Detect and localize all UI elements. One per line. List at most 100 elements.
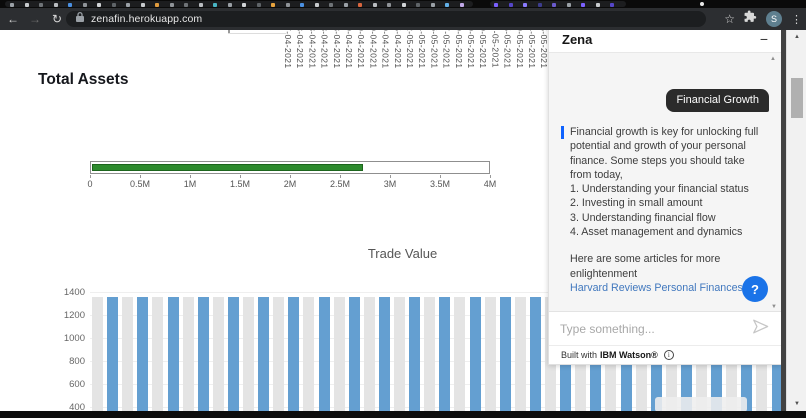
minimize-icon[interactable]: − xyxy=(759,31,768,47)
tab-favicon[interactable] xyxy=(581,2,585,7)
tab-favicon[interactable] xyxy=(523,2,527,7)
chat-scroll-down-icon[interactable]: ▼ xyxy=(771,304,777,310)
date-axis-label: 09-05-2021 xyxy=(453,30,464,69)
forward-icon[interactable]: → xyxy=(29,12,41,26)
gauge-tick xyxy=(140,175,141,178)
tab-favicon[interactable] xyxy=(24,2,29,7)
zena-chat-panel: Zena − ▲ Financial Growth Financial grow… xyxy=(548,25,782,365)
scrollbar-thumb[interactable] xyxy=(791,78,803,118)
tab-favicon[interactable] xyxy=(256,2,261,7)
gauge-fill-bar xyxy=(92,164,363,171)
tab-favicon[interactable] xyxy=(300,2,304,7)
reload-icon[interactable]: ↻ xyxy=(51,12,63,26)
tab-favicon[interactable] xyxy=(155,2,159,7)
tab-favicon[interactable] xyxy=(82,2,87,7)
trade-bar xyxy=(514,297,526,411)
tab-favicon[interactable] xyxy=(242,2,246,7)
date-axis-label: 09-04-2021 xyxy=(380,30,391,69)
page-scrollbar[interactable]: ▲ ▼ xyxy=(786,30,806,411)
bot-message-text-2: Here are some articles for more enlighte… xyxy=(570,253,721,280)
profile-avatar[interactable]: S xyxy=(766,11,782,27)
chat-header: Zena − xyxy=(549,26,781,53)
trade-bar xyxy=(409,297,421,411)
gauge-tick xyxy=(290,175,291,178)
trade-bar xyxy=(273,297,285,411)
tab-favicon[interactable] xyxy=(700,1,704,6)
trade-bar xyxy=(92,297,103,411)
tab-favicon[interactable] xyxy=(213,2,217,7)
chat-scroll-up-icon[interactable]: ▲ xyxy=(770,56,776,62)
tab-favicon[interactable] xyxy=(401,2,406,7)
page-title: Total Assets xyxy=(38,71,129,88)
tab-favicon[interactable] xyxy=(140,2,145,7)
help-button[interactable]: ? xyxy=(742,276,768,302)
y-axis-label: 600 xyxy=(69,379,85,390)
chat-text-input[interactable] xyxy=(560,321,751,336)
tab-favicon[interactable] xyxy=(285,2,290,7)
tab-favicon[interactable] xyxy=(494,2,498,7)
tab-favicon[interactable] xyxy=(343,2,348,7)
trade-bar xyxy=(152,297,164,411)
tab-favicon[interactable] xyxy=(169,2,174,7)
article-link[interactable]: Harvard Reviews Personal Finances xyxy=(570,281,743,294)
tab-favicon[interactable] xyxy=(227,2,232,7)
info-icon[interactable]: i xyxy=(663,350,674,360)
trade-bar xyxy=(363,297,375,411)
trade-bar xyxy=(378,297,390,411)
trade-bar xyxy=(182,297,194,411)
gauge-tick-label: 1M xyxy=(183,179,197,189)
browser-tab-strip[interactable] xyxy=(0,0,806,8)
gauge-tick xyxy=(440,175,441,178)
date-axis-label: 08-04-2021 xyxy=(319,30,330,69)
tab-favicon[interactable] xyxy=(537,2,542,7)
tab-favicon[interactable] xyxy=(39,2,43,7)
date-axis-label: 09-04-2021 xyxy=(344,30,354,69)
tab-favicon[interactable] xyxy=(198,2,203,7)
gauge-tick-label: 4M xyxy=(483,179,497,189)
tab-favicon[interactable] xyxy=(10,2,14,7)
trade-bar xyxy=(454,297,466,411)
tab-favicon[interactable] xyxy=(271,2,275,7)
tab-favicon[interactable] xyxy=(126,2,130,7)
tab-favicon[interactable] xyxy=(445,2,449,7)
chart-edge-line xyxy=(228,33,286,34)
tab-favicon[interactable] xyxy=(97,2,101,7)
tab-favicon[interactable] xyxy=(53,2,58,7)
bookmark-star-icon[interactable]: ☆ xyxy=(724,12,735,26)
tab-favicon[interactable] xyxy=(329,2,333,7)
bottom-taskbar-edge xyxy=(0,411,806,418)
date-axis-label: 25-05-2021 xyxy=(539,30,550,69)
tab-favicon[interactable] xyxy=(387,2,391,7)
extensions-puzzle-icon[interactable] xyxy=(744,10,757,28)
back-icon[interactable]: ← xyxy=(7,12,19,26)
date-axis-label: 04-05-2021 xyxy=(417,30,428,69)
tab-favicon[interactable] xyxy=(372,2,377,7)
send-icon[interactable] xyxy=(751,317,770,341)
y-axis-label: 800 xyxy=(69,356,85,367)
scrollbar-down-icon[interactable]: ▼ xyxy=(794,401,800,407)
chat-message-area[interactable]: ▲ Financial Growth Financial growth is k… xyxy=(549,53,781,311)
gauge-tick xyxy=(490,175,491,178)
tab-favicon[interactable] xyxy=(314,2,319,7)
faint-disabled-button xyxy=(655,397,747,411)
tab-favicon[interactable] xyxy=(68,2,72,7)
tab-favicon[interactable] xyxy=(610,2,614,7)
gauge-tick-label: 2.5M xyxy=(329,179,350,189)
tab-favicon[interactable] xyxy=(566,2,571,7)
tab-favicon[interactable] xyxy=(184,2,188,7)
tab-favicon[interactable] xyxy=(595,2,600,7)
tab-favicon[interactable] xyxy=(459,2,464,7)
tab-favicon[interactable] xyxy=(508,2,513,7)
tab-favicon[interactable] xyxy=(358,2,362,7)
tab-favicon[interactable] xyxy=(552,2,556,7)
tab-favicon[interactable] xyxy=(430,2,435,7)
scrollbar-up-icon[interactable]: ▲ xyxy=(794,34,800,40)
date-axis-label: 08-04-2021 xyxy=(331,30,342,69)
tab-group-left[interactable] xyxy=(5,1,473,7)
browser-menu-icon[interactable]: ⋮ xyxy=(791,13,802,26)
tab-group-right[interactable] xyxy=(490,1,626,7)
tab-favicon[interactable] xyxy=(111,2,116,7)
date-axis-label: 02-05-2021 xyxy=(405,30,415,69)
tab-favicon[interactable] xyxy=(416,2,420,7)
address-bar[interactable]: zenafin.herokuapp.com xyxy=(66,11,706,27)
